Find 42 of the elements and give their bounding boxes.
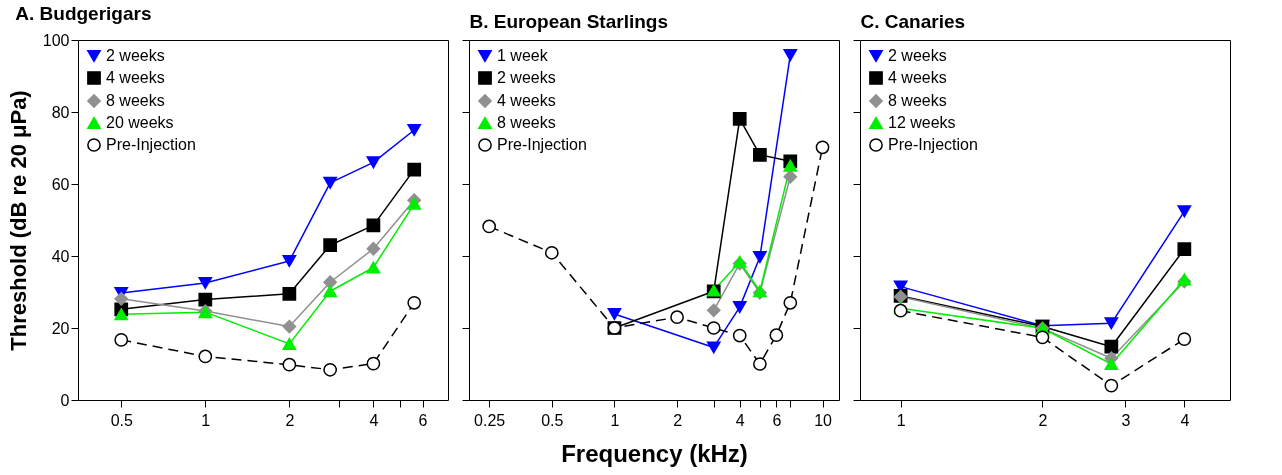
legend-label: 4 weeks: [106, 69, 165, 86]
chart-title: B. European Starlings: [469, 10, 668, 32]
x-tick-label: 0.5: [541, 411, 564, 429]
x-tick-label: 2: [673, 411, 683, 429]
legend-label: 8 weeks: [497, 114, 556, 131]
legend-label: Pre-Injection: [497, 136, 587, 153]
x-tick-label: 2: [1038, 411, 1048, 429]
x-tick-label: 1: [896, 411, 906, 429]
x-tick-label: 4: [735, 411, 745, 429]
x-tick-label: 1: [610, 411, 620, 429]
x-tick-label: 10: [814, 411, 833, 429]
y-tick-label: 40: [51, 247, 70, 265]
x-tick-label: 0.5: [110, 411, 133, 429]
legend-label: 1 week: [497, 47, 549, 64]
y-tick-label: 0: [60, 391, 70, 409]
x-tick-label: 3: [1121, 411, 1131, 429]
legend-label: 2 weeks: [106, 47, 165, 64]
legend-label: 4 weeks: [497, 92, 556, 109]
x-tick-label: 6: [772, 411, 782, 429]
legend-label: 2 weeks: [497, 69, 556, 86]
y-tick-label: 60: [51, 175, 70, 193]
legend-label: 2 weeks: [888, 47, 947, 64]
x-tick-label: 0.25: [474, 411, 506, 429]
y-tick-label: 100: [42, 31, 70, 49]
legend-label: 4 weeks: [888, 69, 947, 86]
legend-label: 12 weeks: [888, 114, 956, 131]
legend-label: 20 weeks: [106, 114, 174, 131]
x-tick-label: 6: [418, 411, 428, 429]
legend-label: Pre-Injection: [106, 136, 196, 153]
legend-label: 8 weeks: [888, 92, 947, 109]
y-tick-label: 20: [51, 319, 70, 337]
x-axis-title: Frequency (kHz): [561, 439, 748, 467]
x-tick-label: 1: [201, 411, 211, 429]
x-tick-label: 4: [1180, 411, 1190, 429]
x-tick-label: 4: [369, 411, 379, 429]
chart-title: A. Budgerigars: [15, 3, 152, 24]
legend-label: 8 weeks: [106, 92, 165, 109]
legend-label: Pre-Injection: [888, 136, 978, 153]
y-axis-title: Threshold (dB re 20 μPa): [5, 90, 31, 351]
y-tick-label: 80: [51, 103, 70, 121]
chart-title: C. Canaries: [860, 10, 966, 32]
x-tick-label: 2: [285, 411, 295, 429]
